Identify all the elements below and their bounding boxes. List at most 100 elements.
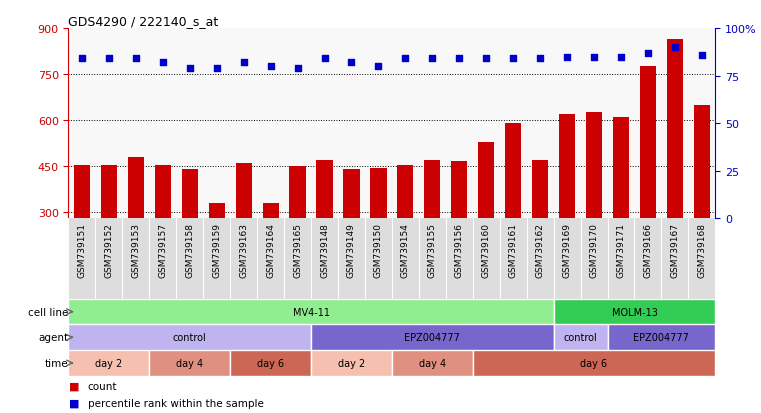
Bar: [74, 165, 90, 304]
Point: [480, 56, 492, 63]
Bar: [424, 161, 441, 304]
Bar: [559, 115, 575, 304]
Text: GSM739161: GSM739161: [508, 223, 517, 278]
Bar: [553, 325, 607, 350]
Text: day 6: day 6: [257, 358, 284, 368]
Text: GSM739160: GSM739160: [482, 223, 491, 278]
Point: [103, 56, 115, 63]
Text: GSM739166: GSM739166: [644, 223, 652, 278]
Bar: [128, 157, 144, 304]
Point: [130, 56, 142, 63]
Text: day 2: day 2: [338, 358, 365, 368]
Text: GSM739171: GSM739171: [616, 223, 626, 278]
Point: [400, 56, 412, 63]
Bar: [451, 161, 467, 304]
Text: day 6: day 6: [581, 358, 607, 368]
Bar: [371, 168, 387, 304]
Bar: [317, 161, 333, 304]
Text: day 4: day 4: [177, 358, 203, 368]
Text: GDS4290 / 222140_s_at: GDS4290 / 222140_s_at: [68, 15, 218, 28]
Point: [642, 50, 654, 57]
Point: [534, 56, 546, 63]
Bar: [289, 167, 306, 304]
Point: [291, 66, 304, 72]
Text: GSM739153: GSM739153: [132, 223, 140, 278]
Point: [265, 64, 277, 70]
Text: day 2: day 2: [95, 358, 123, 368]
Point: [76, 56, 88, 63]
Point: [211, 66, 223, 72]
Bar: [553, 299, 715, 325]
Bar: [586, 113, 602, 304]
Point: [426, 56, 438, 63]
Bar: [478, 142, 495, 304]
Text: GSM739162: GSM739162: [536, 223, 545, 278]
Point: [345, 60, 358, 66]
Text: agent: agent: [38, 332, 68, 342]
Text: GSM739151: GSM739151: [78, 223, 87, 278]
Bar: [640, 67, 656, 304]
Text: EPZ004777: EPZ004777: [404, 332, 460, 342]
Text: GSM739150: GSM739150: [374, 223, 383, 278]
Point: [507, 56, 519, 63]
Text: GSM739170: GSM739170: [590, 223, 599, 278]
Text: percentile rank within the sample: percentile rank within the sample: [88, 398, 263, 408]
Bar: [667, 40, 683, 304]
Bar: [182, 170, 198, 304]
Text: GSM739154: GSM739154: [401, 223, 410, 278]
Bar: [392, 350, 473, 376]
Bar: [505, 124, 521, 304]
Text: GSM739148: GSM739148: [320, 223, 329, 278]
Bar: [68, 325, 311, 350]
Text: GSM739158: GSM739158: [185, 223, 194, 278]
Point: [372, 64, 384, 70]
Text: control: control: [173, 332, 207, 342]
Text: GSM739169: GSM739169: [562, 223, 572, 278]
Text: ■: ■: [68, 398, 79, 408]
Text: MOLM-13: MOLM-13: [612, 307, 658, 317]
Text: cell line: cell line: [28, 307, 68, 317]
Text: GSM739165: GSM739165: [293, 223, 302, 278]
Text: GSM739152: GSM739152: [104, 223, 113, 278]
Point: [561, 54, 573, 61]
Point: [669, 45, 681, 51]
Bar: [68, 299, 553, 325]
Bar: [68, 350, 149, 376]
Point: [615, 54, 627, 61]
Bar: [613, 118, 629, 304]
Point: [183, 66, 196, 72]
Bar: [149, 350, 230, 376]
Text: GSM739159: GSM739159: [212, 223, 221, 278]
Text: GSM739168: GSM739168: [697, 223, 706, 278]
Bar: [311, 350, 392, 376]
Text: count: count: [88, 381, 117, 391]
Bar: [311, 325, 553, 350]
Text: GSM739164: GSM739164: [266, 223, 275, 278]
Text: ■: ■: [68, 381, 79, 391]
Bar: [694, 105, 710, 304]
Text: MV4-11: MV4-11: [292, 307, 330, 317]
Text: GSM739155: GSM739155: [428, 223, 437, 278]
Bar: [230, 350, 311, 376]
Bar: [532, 161, 548, 304]
Bar: [209, 204, 224, 304]
Point: [157, 60, 169, 66]
Bar: [154, 165, 171, 304]
Bar: [263, 204, 279, 304]
Point: [318, 56, 330, 63]
Point: [696, 52, 708, 59]
Text: GSM739156: GSM739156: [455, 223, 463, 278]
Text: time: time: [45, 358, 68, 368]
Text: GSM739157: GSM739157: [158, 223, 167, 278]
Point: [588, 54, 600, 61]
Bar: [397, 165, 413, 304]
Point: [237, 60, 250, 66]
Bar: [473, 350, 715, 376]
Text: EPZ004777: EPZ004777: [633, 332, 689, 342]
Text: day 4: day 4: [419, 358, 446, 368]
Text: GSM739163: GSM739163: [239, 223, 248, 278]
Bar: [343, 170, 359, 304]
Text: GSM739167: GSM739167: [670, 223, 680, 278]
Text: control: control: [564, 332, 597, 342]
Bar: [607, 325, 715, 350]
